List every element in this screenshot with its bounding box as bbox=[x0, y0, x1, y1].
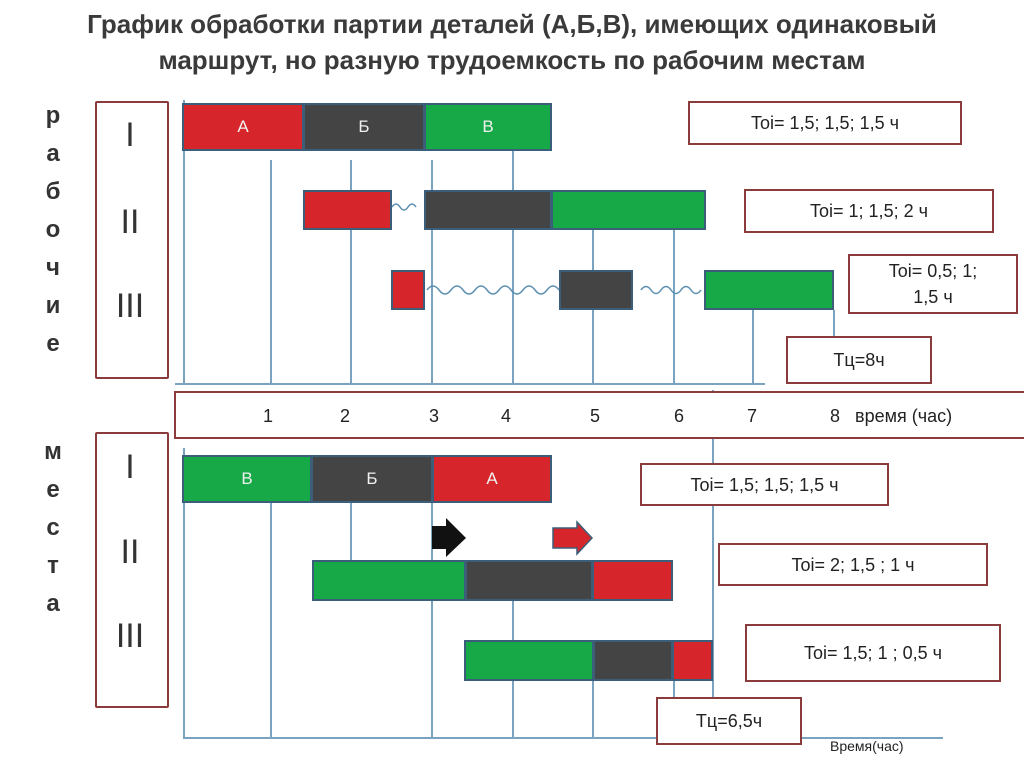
roman-top-2: II bbox=[120, 203, 140, 241]
grid-line bbox=[270, 500, 272, 738]
axis-label: время (час) bbox=[855, 406, 953, 426]
grid-line bbox=[350, 500, 352, 560]
top-row2-bar-b bbox=[424, 190, 552, 230]
bottom-cycle-time: Тц=6,5ч bbox=[656, 697, 802, 745]
bar-label: В bbox=[482, 117, 494, 136]
top-row3-bar-b bbox=[559, 270, 633, 310]
axis-tick-5: 5 bbox=[590, 406, 601, 426]
bar-label: В bbox=[241, 469, 253, 488]
bar-label: Б bbox=[366, 469, 378, 488]
roman-bottom-2: II bbox=[120, 533, 140, 571]
bottom-info-row3: Toi= 1,5; 1 ; 0,5 ч bbox=[745, 624, 1001, 682]
title-line-2: маршрут, но разную трудоемкость по рабоч… bbox=[158, 45, 866, 75]
grid-line bbox=[752, 310, 754, 385]
side-word-bottom: м е с т а bbox=[38, 433, 68, 623]
roman-bottom-3: III bbox=[115, 617, 145, 655]
axis-tick-7: 7 bbox=[747, 406, 758, 426]
title-line-1: График обработки партии деталей (А,Б,В),… bbox=[87, 9, 937, 39]
axis-tick-3: 3 bbox=[429, 406, 440, 426]
axis-tick-1: 1 bbox=[263, 406, 274, 426]
grid-line bbox=[350, 160, 352, 385]
wait-wave-2 bbox=[426, 285, 560, 295]
top-left-axis bbox=[183, 100, 185, 385]
wait-wave-3 bbox=[640, 285, 702, 295]
bottom-row2-bar-b bbox=[465, 560, 593, 601]
axis-tick-6: 6 bbox=[674, 406, 685, 426]
top-info-row1: Toi= 1,5; 1,5; 1,5 ч bbox=[688, 101, 962, 145]
roman-bottom-1: I bbox=[125, 448, 135, 486]
top-baseline bbox=[175, 383, 765, 385]
bar-label: А bbox=[237, 117, 249, 136]
arrow-icon bbox=[432, 518, 466, 557]
roman-top-1: I bbox=[125, 116, 135, 154]
side-letter: м bbox=[44, 438, 62, 465]
top-row2-bar-v bbox=[551, 190, 706, 230]
bottom-row2-bar-v bbox=[312, 560, 466, 601]
side-letter: и bbox=[45, 292, 61, 319]
grid-line bbox=[431, 160, 433, 385]
grid-line bbox=[512, 145, 514, 385]
top-row1-bar-b: Б bbox=[303, 103, 425, 151]
side-letter: б bbox=[45, 178, 61, 205]
workplace-bracket-top bbox=[95, 101, 169, 379]
bottom-row3-bar-a bbox=[672, 640, 713, 681]
bottom-row1-bar-b: Б bbox=[311, 455, 433, 503]
grid-line bbox=[270, 160, 272, 385]
axis-tick-2: 2 bbox=[340, 406, 351, 426]
bar-label: Б bbox=[358, 117, 370, 136]
bottom-left-axis bbox=[183, 448, 185, 738]
workplace-bracket-bottom bbox=[95, 432, 169, 708]
top-cycle-time: Тц=8ч bbox=[786, 336, 932, 384]
grid-line bbox=[592, 680, 594, 738]
bottom-row1-bar-v: В bbox=[182, 455, 312, 503]
side-letter: ч bbox=[46, 254, 60, 281]
bar-label: А bbox=[486, 469, 498, 488]
arrow-icon bbox=[552, 520, 594, 556]
side-letter: а bbox=[46, 590, 60, 617]
roman-top-3: III bbox=[115, 287, 145, 325]
top-row2-bar-a bbox=[303, 190, 392, 230]
bottom-row1-bar-a: А bbox=[432, 455, 552, 503]
top-info-row2: Toi= 1; 1,5; 2 ч bbox=[744, 189, 994, 233]
side-letter: е bbox=[46, 476, 60, 503]
top-row1-bar-a: А bbox=[182, 103, 304, 151]
side-letter: о bbox=[45, 216, 61, 243]
bottom-row2-bar-a bbox=[592, 560, 673, 601]
bottom-info-row1: Toi= 1,5; 1,5; 1,5 ч bbox=[640, 463, 889, 506]
time-axis-band bbox=[174, 391, 1024, 439]
grid-line bbox=[673, 230, 675, 385]
bottom-baseline bbox=[183, 737, 943, 739]
top-row3-bar-v bbox=[704, 270, 834, 310]
side-letter: т bbox=[47, 552, 59, 579]
grid-line bbox=[431, 500, 433, 738]
side-letter: е bbox=[46, 330, 60, 357]
axis-tick-8: 8 bbox=[830, 406, 841, 426]
top-info-row3-line1: Toi= 0,5; 1; bbox=[888, 261, 978, 281]
side-letter: с bbox=[46, 514, 60, 541]
side-letter: а bbox=[46, 140, 60, 167]
top-info-row3-line2: 1,5 ч bbox=[913, 287, 953, 307]
bottom-axis-label: Время(час) bbox=[830, 738, 904, 754]
diagram-title: График обработки партии деталей (А,Б,В),… bbox=[0, 6, 1024, 78]
top-row1-bar-v: В bbox=[424, 103, 552, 151]
top-row3-bar-a bbox=[391, 270, 425, 310]
bottom-info-row2: Toi= 2; 1,5 ; 1 ч bbox=[718, 543, 988, 586]
grid-line bbox=[833, 310, 835, 340]
top-info-row3: Toi= 0,5; 1; 1,5 ч bbox=[848, 254, 1018, 314]
axis-tick-4: 4 bbox=[501, 406, 512, 426]
wait-wave-1 bbox=[391, 203, 417, 211]
side-letter: р bbox=[45, 102, 61, 129]
bottom-row3-bar-b bbox=[593, 640, 673, 681]
bottom-row3-bar-v bbox=[464, 640, 594, 681]
grid-line bbox=[712, 390, 714, 738]
side-word-top: р а б о ч и е bbox=[38, 97, 68, 363]
